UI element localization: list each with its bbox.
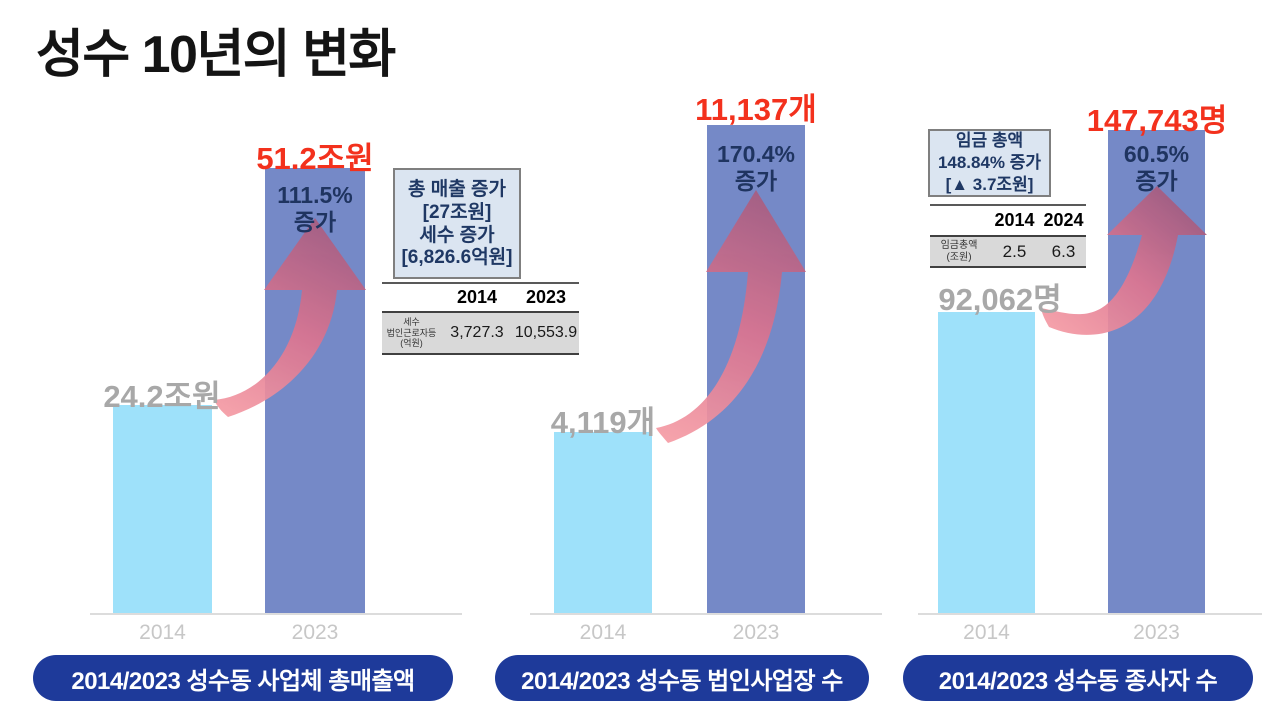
value-label-2014: 92,062명 — [938, 282, 1062, 317]
growth-word: 증가 — [293, 209, 337, 236]
value-label-2023: 147,743명 — [1086, 103, 1228, 138]
row-label: 임금총액 — [940, 240, 978, 251]
page-title: 성수 10년의 변화 — [36, 26, 396, 84]
axis-line — [90, 613, 462, 615]
stats-table-tax: 2014 2023 세수 법인근로자등 (억원) 3,727.3 10,553.… — [382, 282, 579, 355]
table-header-row: 2014 2024 — [930, 206, 1086, 235]
axis-line — [918, 613, 1262, 615]
growth-percent: 170.4% — [716, 141, 795, 167]
chart-caption-workers: 2014/2023 성수동 종사자 수 — [903, 655, 1253, 701]
bar-2023-workplaces — [707, 125, 805, 613]
table-header-2023: 2023 — [525, 287, 567, 307]
table-value-2014: 3,727.3 — [450, 324, 504, 341]
info-line: 임금 총액 — [955, 130, 1024, 150]
bar-2014-workers — [938, 312, 1035, 613]
year-label-2023: 2023 — [1133, 621, 1180, 644]
year-label-2023: 2023 — [291, 621, 339, 644]
chart-caption-sales: 2014/2023 성수동 사업체 총매출액 — [33, 655, 453, 701]
bar-2014-sales — [113, 405, 212, 613]
growth-label: 170.4% 증가 — [707, 141, 805, 195]
table-row: 세수 법인근로자등 (억원) 3,727.3 10,553.9 — [382, 311, 579, 355]
year-label-2014: 2014 — [579, 621, 627, 644]
table-value-2023: 10,553.9 — [514, 324, 578, 341]
value-label-2014: 4,119개 — [550, 405, 656, 440]
axis-line — [530, 613, 882, 615]
info-box-wages: 임금 총액 148.84% 증가 [▲ 3.7조원] — [928, 129, 1051, 197]
value-label-2014: 24.2조원 — [103, 379, 221, 414]
year-label-2014: 2014 — [963, 621, 1010, 644]
year-label-2014: 2014 — [139, 621, 186, 644]
growth-word: 증가 — [1135, 168, 1178, 195]
growth-percent: 60.5% — [1123, 141, 1190, 167]
bar-2023-workers — [1108, 130, 1205, 613]
info-line: [6,826.6억원] — [401, 247, 513, 269]
value-label-2023: 51.2조원 — [256, 141, 374, 176]
row-label: 법인근로자등 — [386, 327, 437, 338]
chart-caption-workplaces: 2014/2023 성수동 법인사업장 수 — [495, 655, 869, 701]
info-box-sales: 총 매출 증가 [27조원] 세수 증가 [6,826.6억원] — [393, 168, 521, 279]
growth-word: 증가 — [734, 168, 778, 195]
table-header-2014: 2014 — [456, 287, 498, 307]
table-row: 임금총액 (조원) 2.5 6.3 — [930, 235, 1086, 268]
bar-2014-workplaces — [554, 432, 652, 613]
row-label: (억원) — [400, 338, 423, 349]
value-label-2023: 11,137개 — [695, 92, 817, 127]
table-header-2014: 2014 — [994, 210, 1035, 230]
table-header-2024: 2024 — [1043, 210, 1084, 230]
growth-label: 111.5% 증가 — [265, 182, 365, 236]
info-line: [▲ 3.7조원] — [945, 175, 1034, 195]
row-label: (조원) — [946, 251, 972, 263]
table-value-2024: 6.3 — [1051, 241, 1076, 261]
info-line: 총 매출 증가 — [408, 179, 506, 200]
stats-table-wages: 2014 2024 임금총액 (조원) 2.5 6.3 — [930, 204, 1086, 268]
table-header-row: 2014 2023 — [382, 284, 579, 311]
info-line: 148.84% 증가 — [937, 152, 1042, 172]
row-label: 세수 — [403, 316, 420, 327]
info-line: 세수 증가 — [419, 224, 495, 246]
growth-percent: 111.5% — [277, 182, 353, 208]
growth-label: 60.5% 증가 — [1108, 141, 1205, 195]
table-value-2014: 2.5 — [1002, 241, 1027, 261]
year-label-2023: 2023 — [732, 621, 780, 644]
info-line: [27조원] — [422, 201, 492, 223]
